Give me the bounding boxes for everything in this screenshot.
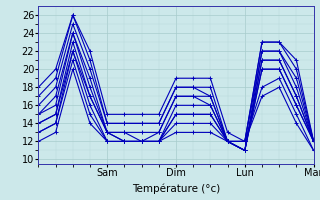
X-axis label: Température (°c): Température (°c) <box>132 184 220 194</box>
